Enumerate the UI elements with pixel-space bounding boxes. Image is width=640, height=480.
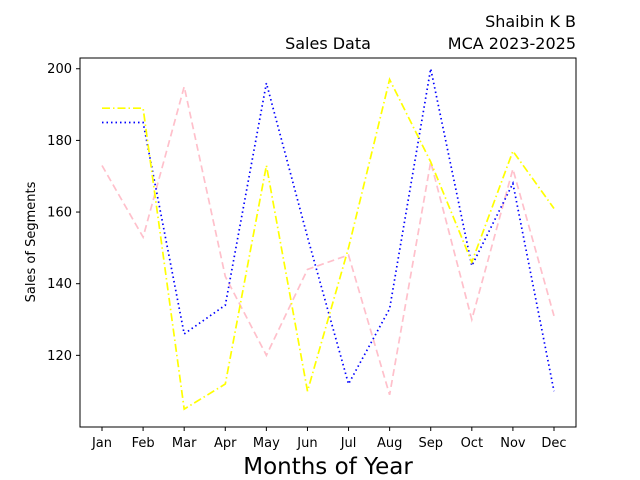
y-axis-label: Sales of Segments xyxy=(24,181,39,302)
x-axis-ticks: Jan Feb Mar Apr May Jun Jul Aug Sep Oct Nov Dec xyxy=(91,427,567,451)
x-tick-label: Feb xyxy=(132,436,155,451)
y-tick-label: 140 xyxy=(47,277,72,292)
chart-title: Sales Data xyxy=(285,34,371,53)
x-tick-label: Mar xyxy=(172,436,197,451)
series-line-2 xyxy=(102,77,555,411)
x-tick-label: May xyxy=(253,436,280,451)
series-layer xyxy=(101,68,555,411)
plot-frame xyxy=(79,57,577,428)
x-tick-label: Aug xyxy=(377,436,402,451)
x-tick-label: Jul xyxy=(340,436,357,451)
y-tick-label: 180 xyxy=(47,134,72,149)
y-tick-label: 160 xyxy=(47,206,72,221)
author-name: Shaibin K B xyxy=(485,12,576,31)
x-tick-label: Jan xyxy=(91,436,112,451)
series-line-1 xyxy=(102,68,555,392)
series-line-0 xyxy=(101,86,555,396)
author-course: MCA 2023-2025 xyxy=(448,34,576,53)
y-tick-label: 200 xyxy=(47,62,72,77)
x-tick-label: Nov xyxy=(500,436,526,451)
x-tick-label: Oct xyxy=(461,436,483,451)
x-tick-label: Jun xyxy=(296,436,317,451)
y-axis-ticks: 120 140 160 180 200 xyxy=(47,62,80,364)
x-tick-label: Dec xyxy=(541,436,566,451)
x-tick-label: Apr xyxy=(214,436,237,451)
x-tick-label: Sep xyxy=(418,436,443,451)
x-axis-label: Months of Year xyxy=(243,454,413,480)
y-tick-label: 120 xyxy=(47,349,72,364)
